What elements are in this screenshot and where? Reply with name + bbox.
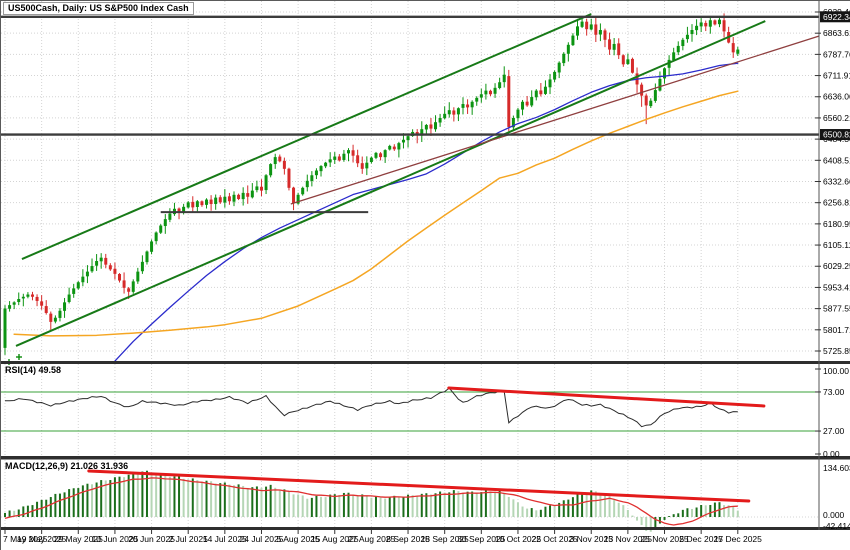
svg-text:6922.34: 6922.34 <box>823 12 850 22</box>
svg-text:100.00: 100.00 <box>823 366 849 376</box>
svg-text:30 Sep 2025: 30 Sep 2025 <box>457 534 505 544</box>
rsi-indicator-label: RSI(14) 49.58 <box>5 365 62 375</box>
price-line-badge <box>820 129 850 141</box>
svg-text:6863.61: 6863.61 <box>823 28 850 38</box>
svg-text:29 May 2025: 29 May 2025 <box>54 534 103 544</box>
main-overlays <box>1 13 819 362</box>
macd-indicator-label: MACD(12,26,9) 21.026 31.936 <box>5 461 129 471</box>
svg-text:25 Nov 2025: 25 Nov 2025 <box>640 534 688 544</box>
svg-text:6787.76: 6787.76 <box>823 49 850 59</box>
macd-signal-line <box>4 477 738 526</box>
rsi-red-trendline <box>447 386 766 408</box>
chart-title: US500Cash, Daily: US S&P500 Index Cash <box>3 2 194 15</box>
rsi-pane <box>1 386 819 432</box>
svg-text:6711.91: 6711.91 <box>823 71 850 81</box>
svg-text:6029.25: 6029.25 <box>823 261 850 271</box>
svg-text:5725.85: 5725.85 <box>823 346 850 356</box>
svg-text:27 Aug 2025: 27 Aug 2025 <box>348 534 396 544</box>
svg-text:8 Sep 2025: 8 Sep 2025 <box>386 534 430 544</box>
svg-text:27.00: 27.00 <box>823 426 845 436</box>
rsi-line <box>4 387 738 428</box>
svg-text:6256.81: 6256.81 <box>823 198 850 208</box>
svg-text:17 Dec 2025: 17 Dec 2025 <box>714 534 762 544</box>
price-axis[interactable]: 6939.466863.616787.766711.916636.066560.… <box>815 1 850 531</box>
pane-separators <box>1 361 850 530</box>
secondary-trendline <box>290 35 819 205</box>
svg-text:73.00: 73.00 <box>823 387 845 397</box>
svg-text:24 Jul 2025: 24 Jul 2025 <box>240 534 284 544</box>
svg-text:6636.06: 6636.06 <box>823 92 850 102</box>
svg-text:19 May 2025: 19 May 2025 <box>17 534 66 544</box>
svg-text:10 Oct 2025: 10 Oct 2025 <box>495 534 542 544</box>
svg-text:3 Nov 2025: 3 Nov 2025 <box>569 534 613 544</box>
svg-text:5 Dec 2025: 5 Dec 2025 <box>679 534 723 544</box>
grid-lines <box>1 1 819 527</box>
svg-text:15 Aug 2025: 15 Aug 2025 <box>311 534 359 544</box>
svg-text:20 Jun 2025: 20 Jun 2025 <box>128 534 175 544</box>
price-line-badge <box>820 11 850 23</box>
svg-text:14 Jul 2025: 14 Jul 2025 <box>203 534 247 544</box>
macd-pane <box>4 469 751 532</box>
svg-text:6180.95: 6180.95 <box>823 219 850 229</box>
channel-upper-trendline <box>21 13 592 260</box>
svg-text:5801.71: 5801.71 <box>823 325 850 335</box>
svg-text:2 Jul 2025: 2 Jul 2025 <box>169 534 208 544</box>
svg-text:0.000: 0.000 <box>823 510 845 520</box>
svg-text:6332.66: 6332.66 <box>823 176 850 186</box>
macd-red-trendline <box>87 469 751 503</box>
svg-text:6500.82: 6500.82 <box>823 130 850 140</box>
svg-text:5953.41: 5953.41 <box>823 282 850 292</box>
moving-average-fast-line <box>114 62 739 362</box>
svg-text:134.603: 134.603 <box>823 463 850 473</box>
svg-text:10 Jun 2025: 10 Jun 2025 <box>92 534 139 544</box>
svg-text:22 Oct 2025: 22 Oct 2025 <box>531 534 578 544</box>
moving-average-slow-line <box>13 90 739 337</box>
svg-text:6105.11: 6105.11 <box>823 240 850 250</box>
svg-text:6560.21: 6560.21 <box>823 113 850 123</box>
svg-text:6408.51: 6408.51 <box>823 155 850 165</box>
svg-text:7 May 2025: 7 May 2025 <box>3 534 48 544</box>
svg-text:-42.414: -42.414 <box>823 521 850 531</box>
svg-text:0.00: 0.00 <box>823 449 840 459</box>
svg-text:5877.55: 5877.55 <box>823 304 850 314</box>
channel-lower-trendline <box>15 20 766 347</box>
svg-text:18 Sep 2025: 18 Sep 2025 <box>421 534 469 544</box>
svg-text:5 Aug 2025: 5 Aug 2025 <box>277 534 320 544</box>
svg-text:13 Nov 2025: 13 Nov 2025 <box>604 534 652 544</box>
